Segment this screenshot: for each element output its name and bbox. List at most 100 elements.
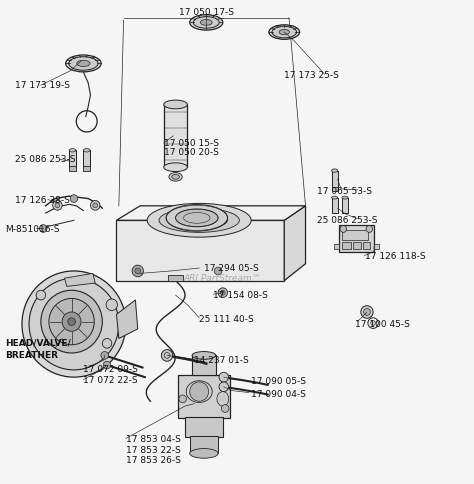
Circle shape	[62, 312, 81, 331]
Circle shape	[340, 226, 346, 232]
Ellipse shape	[83, 149, 90, 152]
Text: 17 126 118-S: 17 126 118-S	[365, 252, 425, 261]
Text: M-851016-S: M-851016-S	[5, 226, 60, 234]
Circle shape	[55, 203, 60, 208]
Bar	[334, 244, 338, 249]
Text: 25 111 40-S: 25 111 40-S	[199, 315, 254, 324]
Circle shape	[41, 290, 102, 353]
Circle shape	[221, 405, 229, 412]
Ellipse shape	[175, 209, 218, 227]
Circle shape	[49, 299, 94, 345]
Text: 17 853 26-S: 17 853 26-S	[126, 456, 181, 465]
Bar	[190, 437, 218, 454]
Circle shape	[132, 265, 144, 277]
Ellipse shape	[66, 55, 101, 72]
Text: 14 237 01-S: 14 237 01-S	[194, 356, 249, 365]
Bar	[69, 166, 76, 170]
Ellipse shape	[269, 25, 300, 39]
Bar	[342, 230, 368, 240]
Bar	[331, 197, 337, 213]
Circle shape	[91, 200, 100, 210]
Circle shape	[106, 299, 118, 311]
Text: HEAD/VALVE/: HEAD/VALVE/	[5, 339, 71, 348]
Text: 25 086 253-S: 25 086 253-S	[318, 216, 378, 225]
Circle shape	[219, 382, 228, 392]
Text: 17 294 05-S: 17 294 05-S	[204, 264, 259, 273]
Circle shape	[161, 349, 173, 361]
Text: ARI PartStream™: ARI PartStream™	[184, 273, 262, 283]
Ellipse shape	[279, 30, 290, 35]
Polygon shape	[117, 220, 284, 281]
Ellipse shape	[192, 351, 216, 359]
Circle shape	[219, 372, 228, 382]
Text: 17 090 05-S: 17 090 05-S	[251, 378, 306, 386]
Ellipse shape	[331, 169, 337, 172]
Text: 17 050 17-S: 17 050 17-S	[179, 8, 234, 17]
Circle shape	[135, 268, 141, 274]
Ellipse shape	[272, 26, 297, 38]
Ellipse shape	[164, 163, 187, 171]
Circle shape	[366, 226, 373, 232]
Text: 17 154 08-S: 17 154 08-S	[213, 290, 268, 300]
Bar	[331, 170, 337, 189]
Text: 17 072 09-S: 17 072 09-S	[83, 365, 138, 375]
Circle shape	[53, 200, 62, 210]
Text: 17 072 22-S: 17 072 22-S	[83, 376, 138, 385]
Ellipse shape	[77, 60, 90, 67]
Text: 17 100 45-S: 17 100 45-S	[355, 319, 410, 329]
Text: 17 853 22-S: 17 853 22-S	[126, 446, 181, 455]
Circle shape	[190, 382, 209, 401]
Circle shape	[101, 351, 109, 359]
Text: 17 173 25-S: 17 173 25-S	[284, 71, 339, 80]
Circle shape	[22, 271, 126, 377]
Ellipse shape	[190, 15, 223, 30]
Text: 17 126 38-S: 17 126 38-S	[15, 197, 70, 206]
Ellipse shape	[69, 57, 98, 70]
Ellipse shape	[331, 196, 337, 199]
Circle shape	[220, 290, 225, 295]
Ellipse shape	[159, 208, 239, 232]
Circle shape	[29, 278, 119, 370]
Ellipse shape	[171, 212, 228, 229]
Circle shape	[39, 225, 47, 232]
Circle shape	[371, 321, 375, 326]
Bar	[178, 375, 230, 418]
Circle shape	[364, 309, 370, 316]
Ellipse shape	[147, 203, 251, 237]
Bar	[342, 197, 348, 213]
Ellipse shape	[190, 449, 218, 458]
Text: 17 173 19-S: 17 173 19-S	[15, 81, 70, 90]
Text: 25 086 253-S: 25 086 253-S	[15, 155, 75, 165]
Ellipse shape	[169, 172, 182, 181]
Bar	[185, 417, 223, 438]
Text: 17 065 53-S: 17 065 53-S	[318, 187, 373, 196]
Ellipse shape	[342, 196, 348, 199]
Polygon shape	[117, 206, 306, 220]
Polygon shape	[117, 300, 138, 338]
Polygon shape	[64, 273, 95, 287]
Circle shape	[218, 288, 228, 298]
Bar	[83, 151, 90, 167]
Text: BREATHER: BREATHER	[5, 351, 58, 360]
Circle shape	[214, 267, 222, 275]
Bar	[331, 187, 337, 191]
Ellipse shape	[201, 19, 212, 25]
Text: 17 090 04-S: 17 090 04-S	[251, 390, 306, 398]
Circle shape	[361, 306, 373, 318]
Text: 17 050 15-S: 17 050 15-S	[164, 138, 219, 148]
Text: 17 050 20-S: 17 050 20-S	[164, 148, 219, 157]
Circle shape	[179, 395, 186, 403]
Bar	[83, 166, 90, 170]
Bar	[353, 242, 361, 249]
Bar	[338, 225, 374, 252]
Bar	[192, 355, 216, 375]
Ellipse shape	[164, 100, 187, 109]
Ellipse shape	[69, 149, 76, 152]
Ellipse shape	[166, 205, 228, 231]
Ellipse shape	[217, 392, 229, 406]
Bar	[69, 151, 76, 167]
Circle shape	[36, 290, 46, 300]
Circle shape	[102, 338, 112, 348]
Text: 17 853 04-S: 17 853 04-S	[126, 436, 181, 444]
Circle shape	[103, 361, 111, 369]
